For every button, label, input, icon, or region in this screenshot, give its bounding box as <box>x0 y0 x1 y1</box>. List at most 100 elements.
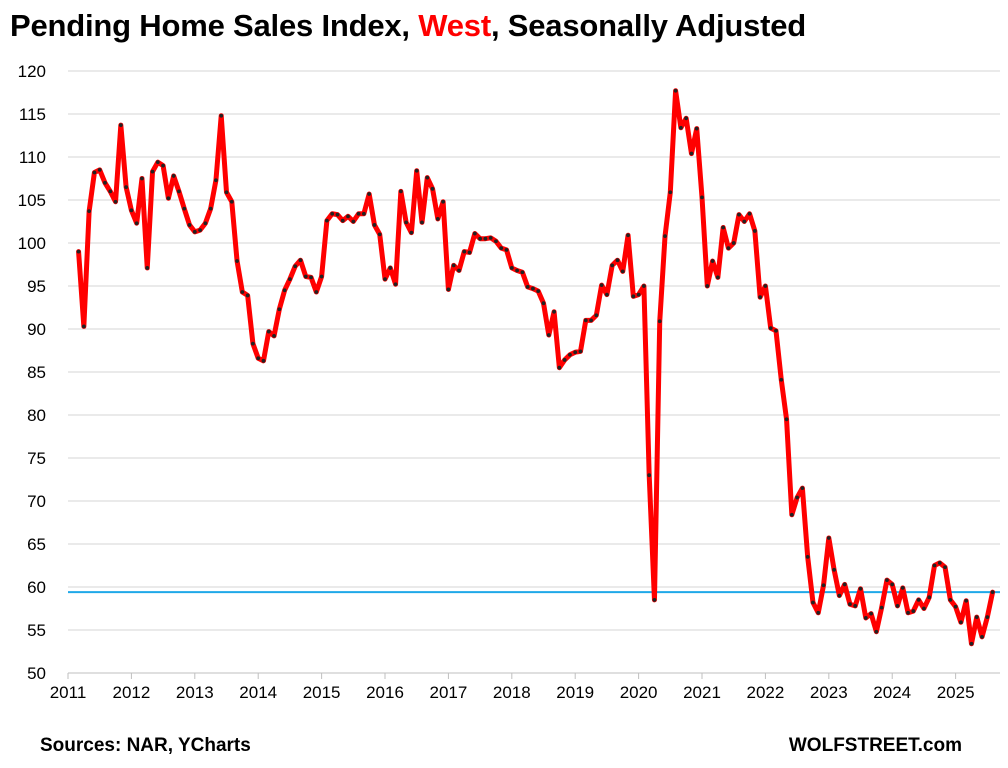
data-point <box>219 113 224 118</box>
data-point <box>414 168 419 173</box>
data-point <box>224 190 229 195</box>
data-point <box>367 192 372 196</box>
data-point <box>494 239 498 244</box>
data-point <box>900 585 905 590</box>
data-point <box>272 333 276 338</box>
data-point <box>937 561 942 565</box>
data-point <box>742 219 747 224</box>
y-tick-label: 50 <box>27 664 46 683</box>
data-point <box>457 268 461 273</box>
data-point <box>335 212 340 217</box>
data-point <box>398 189 403 194</box>
data-point <box>177 189 181 194</box>
data-point <box>293 264 298 269</box>
data-point <box>922 606 926 611</box>
data-point <box>663 234 667 239</box>
data-point <box>816 610 821 615</box>
data-point <box>118 123 123 128</box>
data-point <box>610 263 615 268</box>
data-point <box>842 582 847 587</box>
title-suffix: , Seasonally Adjusted <box>490 8 807 43</box>
data-point <box>964 598 969 603</box>
data-point <box>546 333 551 337</box>
data-point <box>192 229 197 234</box>
data-point <box>948 598 953 602</box>
data-point <box>166 196 171 201</box>
data-point <box>198 228 202 233</box>
y-tick-label: 85 <box>27 363 46 382</box>
x-tick-label: 2019 <box>556 683 594 702</box>
data-point <box>303 274 308 279</box>
data-point <box>435 217 440 221</box>
data-point <box>652 598 657 602</box>
data-point <box>145 266 150 270</box>
data-point <box>784 417 789 422</box>
y-tick-label: 120 <box>18 62 46 81</box>
data-point <box>245 293 250 298</box>
data-point <box>578 349 583 354</box>
x-tick-label: 2014 <box>239 683 277 702</box>
data-point <box>895 604 900 608</box>
data-point <box>969 641 974 646</box>
data-point <box>700 195 704 200</box>
data-point <box>990 590 995 595</box>
brand-logo-text: WOLFSTREET.com <box>788 735 962 756</box>
data-point <box>134 221 139 226</box>
data-point <box>721 225 726 230</box>
data-point <box>124 185 129 190</box>
x-tick-label: 2015 <box>303 683 341 702</box>
data-point <box>583 318 588 323</box>
data-point <box>182 206 187 211</box>
data-point <box>340 218 345 223</box>
data-point <box>752 229 757 233</box>
data-point <box>805 555 810 559</box>
data-point <box>266 329 271 334</box>
data-point <box>108 189 113 194</box>
data-point <box>425 175 430 180</box>
data-point <box>552 309 556 314</box>
data-point <box>636 292 641 297</box>
x-tick-label: 2024 <box>873 683 911 702</box>
data-point <box>361 211 366 216</box>
data-point <box>642 284 646 288</box>
data-point <box>599 283 604 288</box>
data-point <box>863 616 868 620</box>
data-point <box>404 220 409 225</box>
y-axis: 50 55 60 65 70 75 80 85 90 95 100 105 110 115 120 <box>18 62 46 683</box>
data-point <box>377 232 382 237</box>
data-point <box>383 277 387 282</box>
data-point <box>747 211 752 216</box>
data-point <box>932 563 937 568</box>
title-prefix: Pending Home Sales Index, <box>10 8 419 43</box>
data-point <box>504 247 509 252</box>
data-point <box>309 275 313 280</box>
data-point <box>509 266 514 270</box>
data-point <box>885 578 889 583</box>
data-point <box>441 199 446 204</box>
data-point <box>324 218 329 223</box>
data-point <box>768 326 773 331</box>
data-point <box>594 313 599 318</box>
data-point <box>974 615 979 619</box>
data-point <box>229 199 234 204</box>
data-point <box>462 249 467 254</box>
data-point <box>800 486 805 490</box>
y-tick-label: 75 <box>27 449 46 468</box>
y-tick-label: 105 <box>18 191 46 210</box>
data-point <box>694 126 699 131</box>
data-point <box>499 246 504 251</box>
data-point <box>351 219 356 224</box>
data-point <box>858 586 863 591</box>
data-point <box>346 214 350 219</box>
x-tick-label: 2016 <box>366 683 404 702</box>
data-point <box>980 634 984 639</box>
data-point <box>657 319 662 324</box>
data-point <box>605 292 609 297</box>
y-tick-label: 100 <box>18 234 46 253</box>
data-point <box>985 615 990 619</box>
data-point <box>758 295 763 300</box>
data-point <box>161 163 166 168</box>
y-tick-label: 80 <box>27 406 46 425</box>
data-point <box>420 220 424 225</box>
